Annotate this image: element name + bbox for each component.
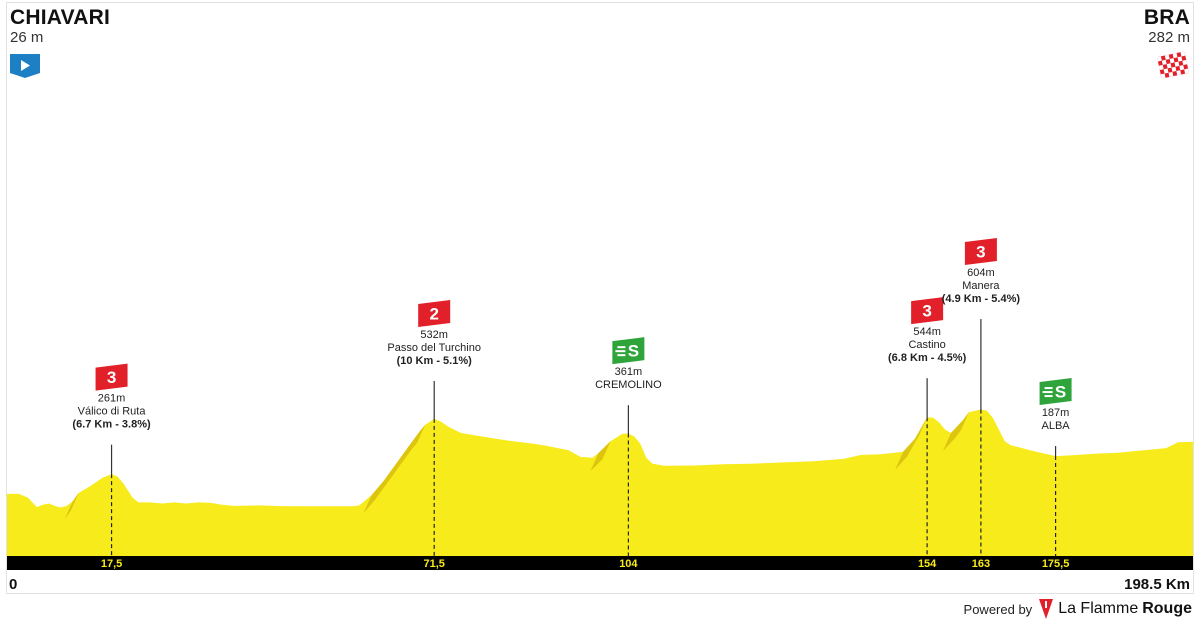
distance-start-label: 0 xyxy=(9,576,18,593)
km-tick-label: 71,5 xyxy=(423,558,444,570)
brand-name-bold: Rouge xyxy=(1142,600,1192,617)
checkpoint-altitude: 187m xyxy=(1042,407,1070,419)
badge-label: 3 xyxy=(976,243,985,262)
climb-category-badge: 3 xyxy=(95,363,128,391)
checkpoint-detail: (10 Km - 5.1%) xyxy=(397,355,473,367)
checkpoint-name: Válico di Ruta xyxy=(78,406,147,418)
badge-label: 3 xyxy=(922,302,931,321)
start-flag-icon xyxy=(10,54,40,78)
km-tick-label: 17,5 xyxy=(101,558,122,570)
checkpoint-name: ALBA xyxy=(1042,420,1071,432)
climb-category-badge: 3 xyxy=(964,238,997,266)
checkered-flag-icon xyxy=(1157,51,1189,79)
sprint-badge-icon: S xyxy=(1039,378,1072,406)
badge-label: 3 xyxy=(107,368,116,387)
profile-slope-shade xyxy=(955,412,969,439)
climb-category-badge: 2 xyxy=(418,299,451,327)
km-tick-label: 163 xyxy=(972,558,990,570)
profile-slope-shade xyxy=(363,481,384,514)
checkpoint-detail: (6.8 Km - 4.5%) xyxy=(888,352,967,364)
sprint-badge-icon: S xyxy=(612,337,645,365)
checkpoint-name: Passo del Turchino xyxy=(387,342,481,354)
badge-label: S xyxy=(1055,383,1066,402)
powered-by[interactable]: Powered by La Flamme Rouge xyxy=(964,597,1192,621)
powered-by-label: Powered by xyxy=(963,601,1033,617)
profile-slope-shade xyxy=(64,492,79,520)
profile-slope-shade xyxy=(375,464,396,500)
checkpoint-altitude: 544m xyxy=(913,326,941,338)
profile-slope-shade xyxy=(590,441,611,471)
km-tick-label: 104 xyxy=(619,558,638,570)
checkpoint-detail: (6.7 Km - 3.8%) xyxy=(72,419,151,431)
brand-name-regular: La Flamme xyxy=(1058,600,1139,617)
profile-slope-shade xyxy=(411,424,426,450)
profile-slope-shade xyxy=(387,448,408,483)
profile-area xyxy=(7,409,1193,556)
start-altitude: 26 m xyxy=(10,29,44,46)
checkpoint-name: CREMOLINO xyxy=(595,379,662,391)
checkpoint-name: Castino xyxy=(908,339,945,351)
profile-slope-shade xyxy=(895,438,916,470)
finish-altitude: 282 m xyxy=(1148,29,1190,46)
finish-city: BRA xyxy=(1143,6,1190,29)
km-tick-label: 175,5 xyxy=(1042,558,1070,570)
checkpoint-name: Manera xyxy=(962,280,1000,292)
start-city: CHIAVARI xyxy=(10,6,110,29)
checkpoint-altitude: 532m xyxy=(420,329,448,341)
badge-label: S xyxy=(628,342,639,361)
brand-logo: La Flamme Rouge xyxy=(1038,598,1192,620)
climb-category-badge: 3 xyxy=(911,297,944,325)
checkpoint-altitude: 361m xyxy=(615,366,643,378)
distance-axis-bar xyxy=(7,556,1193,570)
km-tick-label: 154 xyxy=(918,558,937,570)
profile-slope-shade xyxy=(399,431,420,467)
flame-rouge-icon xyxy=(1039,599,1054,619)
checkpoint-altitude: 261m xyxy=(98,393,126,405)
checkpoint-detail: (4.9 Km - 5.4%) xyxy=(942,293,1021,305)
checkpoint-altitude: 604m xyxy=(967,267,995,279)
distance-end-label: 198.5 Km xyxy=(1124,576,1190,593)
profile-slope-shade xyxy=(907,417,928,457)
profile-slope-shade xyxy=(943,420,963,451)
badge-label: 2 xyxy=(429,304,438,323)
